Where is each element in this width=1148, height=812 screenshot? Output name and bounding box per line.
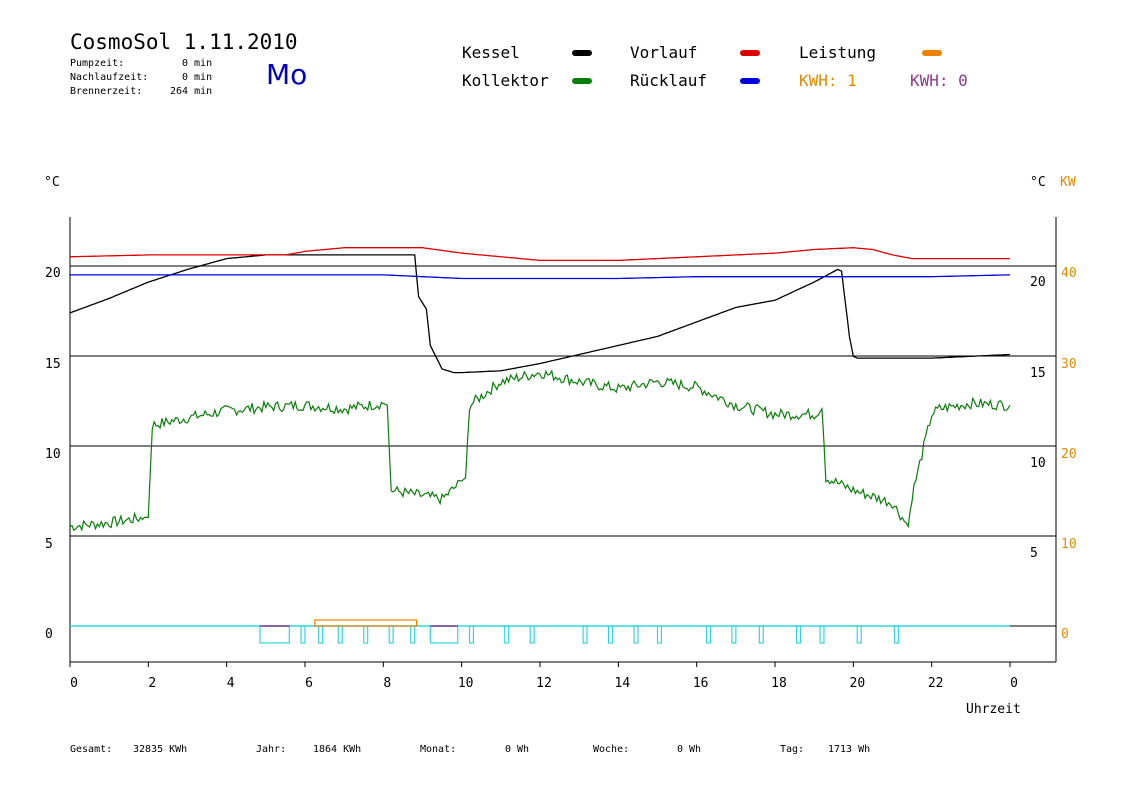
pump-block xyxy=(468,625,475,644)
legend-leistung-swatch xyxy=(922,50,942,56)
footer-tag-label: Tag: xyxy=(780,744,805,755)
footer-tag-value: 1713 Wh xyxy=(828,744,871,755)
y-tick-left: 0 xyxy=(45,627,53,642)
pump-block xyxy=(529,625,535,644)
pump-block xyxy=(259,625,290,644)
y-tick-left: 5 xyxy=(45,537,53,552)
legend-kwh0: KWH: 0 xyxy=(910,71,968,90)
legend-vorlauf-swatch xyxy=(740,50,760,56)
series-ruecklauf xyxy=(70,274,1010,280)
footer-woche-value: 0 Wh xyxy=(677,744,702,755)
legend-ruecklauf-swatch xyxy=(740,78,760,84)
pump-block xyxy=(795,625,802,644)
footer-gesamt-value: 32835 KWh xyxy=(133,744,188,755)
pump-block xyxy=(731,625,737,644)
legend-kessel-swatch xyxy=(572,50,592,56)
y-tick-right: 5 xyxy=(1030,546,1038,561)
x-tick-label: 4 xyxy=(227,676,235,691)
x-tick-label: 8 xyxy=(383,676,391,691)
pump-block xyxy=(819,625,825,644)
pump-block xyxy=(758,625,764,644)
legend-kollektor-swatch xyxy=(572,78,592,84)
y-tick-right: 15 xyxy=(1030,366,1046,381)
pump-block xyxy=(429,625,459,644)
pump-block xyxy=(633,625,639,644)
y-tick-kw: 10 xyxy=(1061,537,1077,552)
series-vorlauf xyxy=(69,247,1010,262)
series-kessel xyxy=(69,254,1011,374)
legend-kollektor: Kollektor xyxy=(462,71,549,90)
chart-title: CosmoSol 1.11.2010 xyxy=(70,30,298,54)
pump-block xyxy=(363,625,369,644)
left-axis-unit: °C xyxy=(44,175,60,190)
pump-block xyxy=(337,625,343,644)
y-tick-kw: 40 xyxy=(1061,266,1077,281)
footer-jahr-label: Jahr: xyxy=(256,744,287,755)
footer-monat-value: 0 Wh xyxy=(505,744,530,755)
stat-nachlaufzeit-label: Nachlaufzeit: xyxy=(70,72,149,83)
stat-nachlaufzeit-value: 0 min xyxy=(182,72,213,83)
y-tick-kw: 0 xyxy=(1061,627,1069,642)
footer-gesamt-label: Gesamt: xyxy=(70,744,113,755)
y-tick-left: 20 xyxy=(45,266,61,281)
right-axis-kw-unit: KW xyxy=(1060,175,1076,190)
y-tick-right: 10 xyxy=(1030,456,1046,471)
series-kollektor xyxy=(69,369,1011,532)
pump-block xyxy=(318,625,324,644)
x-tick-label: 18 xyxy=(771,676,787,691)
x-tick-label: 0 xyxy=(70,676,78,691)
x-tick-label: 6 xyxy=(305,676,313,691)
x-axis-label: Uhrzeit xyxy=(966,702,1021,717)
pump-block xyxy=(388,625,394,644)
y-tick-right: 20 xyxy=(1030,275,1046,290)
legend-vorlauf: Vorlauf xyxy=(630,43,698,62)
pump-block xyxy=(300,625,306,644)
stat-brennerzeit-value: 264 min xyxy=(170,86,213,97)
legend-leistung: Leistung xyxy=(799,43,877,62)
pump-block xyxy=(893,625,899,644)
y-tick-left: 15 xyxy=(45,357,61,372)
stat-brennerzeit-label: Brennerzeit: xyxy=(70,86,143,97)
legend-ruecklauf: Rücklauf xyxy=(630,71,708,90)
x-tick-label: 12 xyxy=(536,676,552,691)
x-tick-label: 20 xyxy=(850,676,866,691)
footer-jahr-value: 1864 KWh xyxy=(313,744,362,755)
pump-block xyxy=(410,625,416,644)
stat-pumpzeit-label: Pumpzeit: xyxy=(70,58,125,69)
pump-block xyxy=(656,625,663,644)
footer-monat-label: Monat: xyxy=(420,744,457,755)
legend-kessel: Kessel xyxy=(462,43,520,62)
pump-block xyxy=(705,625,711,644)
y-tick-left: 10 xyxy=(45,447,61,462)
pump-block xyxy=(607,625,614,644)
x-tick-label: 0 xyxy=(1010,676,1018,691)
right-axis-unit: °C xyxy=(1030,175,1046,190)
leistung-block xyxy=(314,619,418,627)
stat-pumpzeit-value: 0 min xyxy=(182,58,213,69)
legend-kwh1: KWH: 1 xyxy=(799,71,857,90)
weekday-label: Mo xyxy=(266,58,308,91)
pump-block xyxy=(582,625,588,644)
x-tick-label: 14 xyxy=(615,676,631,691)
y-tick-kw: 30 xyxy=(1061,357,1077,372)
x-tick-label: 10 xyxy=(458,676,474,691)
pump-block xyxy=(504,625,510,644)
y-tick-kw: 20 xyxy=(1061,447,1077,462)
x-tick-label: 16 xyxy=(693,676,709,691)
footer-woche-label: Woche: xyxy=(593,744,630,755)
x-tick-label: 22 xyxy=(928,676,944,691)
x-tick-label: 2 xyxy=(148,676,156,691)
pump-block xyxy=(856,625,862,644)
